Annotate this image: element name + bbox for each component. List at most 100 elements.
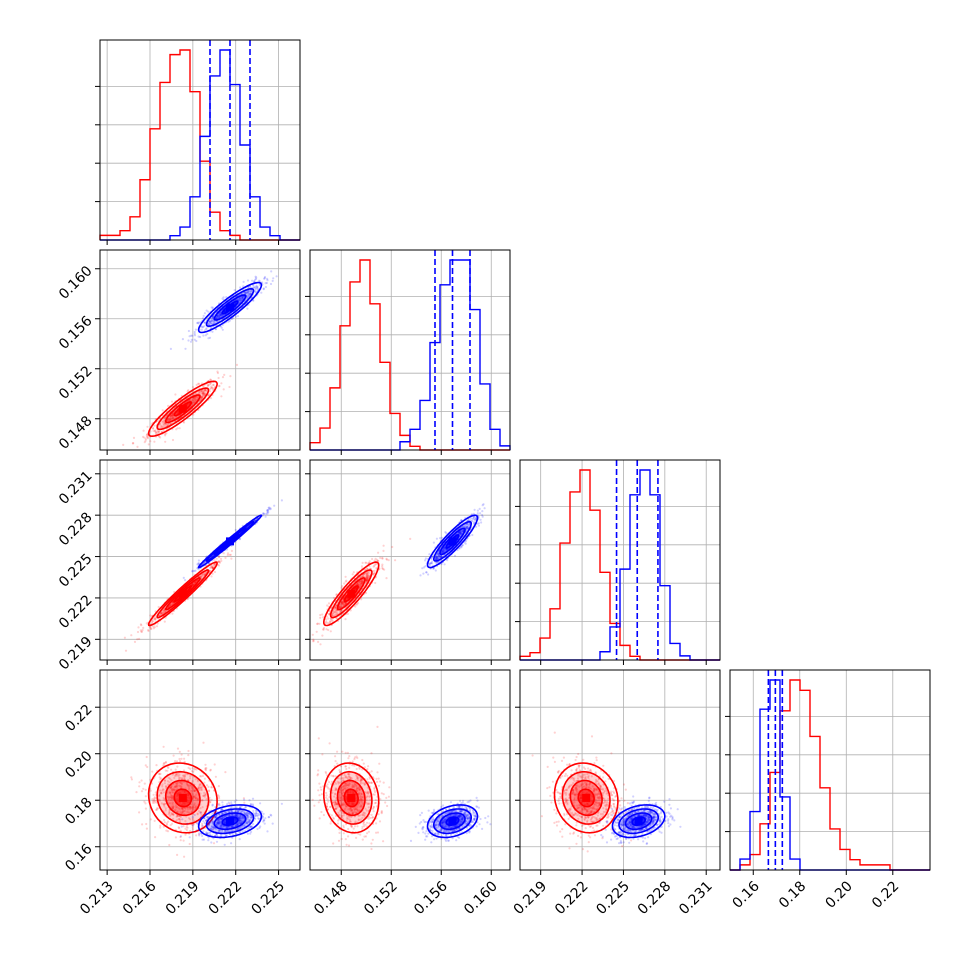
scatter-point	[385, 577, 388, 580]
scatter-point	[218, 384, 221, 387]
scatter-point	[375, 558, 379, 562]
scatter-point	[204, 763, 207, 766]
scatter-point	[203, 388, 207, 391]
scatter-point	[346, 612, 349, 616]
scatter-point	[166, 830, 170, 833]
scatter-point	[124, 649, 128, 652]
scatter-point	[198, 382, 201, 385]
scatter-point	[312, 640, 315, 643]
scatter-point	[228, 385, 231, 389]
scatter-point	[325, 628, 328, 631]
scatter-point	[201, 317, 205, 320]
scatter-point	[193, 397, 197, 400]
scatter-point	[162, 429, 165, 432]
scatter-point	[152, 427, 155, 430]
scatter-point	[162, 762, 165, 765]
scatter-point	[478, 507, 481, 510]
scatter-point	[130, 778, 133, 781]
scatter-point	[186, 390, 189, 393]
scatter-point	[255, 277, 258, 280]
scatter-point	[344, 575, 347, 578]
scatter-point	[322, 628, 325, 631]
scatter-point	[146, 437, 150, 440]
scatter-point	[164, 440, 167, 443]
scatter-point	[131, 442, 134, 445]
scatter-point	[209, 768, 212, 771]
scatter-point	[220, 382, 223, 385]
density-peak-red-2-1	[347, 589, 356, 598]
scatter-point	[171, 412, 174, 415]
scatter-point	[315, 630, 318, 633]
scatter-point	[280, 499, 283, 502]
scatter-point	[344, 580, 347, 583]
scatter-point	[319, 643, 322, 646]
scatter-point	[150, 627, 153, 631]
scatter-point	[262, 288, 265, 291]
scatter-point	[192, 398, 195, 401]
scatter-point	[242, 280, 245, 283]
scatter-point	[175, 760, 179, 763]
grid-1-0	[100, 250, 300, 450]
scatter-point	[351, 573, 354, 576]
scatter-point	[479, 512, 482, 515]
scatter-point	[179, 760, 182, 763]
scatter-point	[382, 549, 385, 553]
scatter-point	[354, 605, 357, 608]
scatter-point	[421, 567, 424, 570]
scatter-point	[166, 423, 169, 426]
scatter-point	[205, 767, 208, 770]
scatter-point	[171, 414, 174, 417]
scatter-point	[147, 443, 150, 446]
scatter-point	[166, 419, 169, 422]
scatter-point	[169, 418, 172, 421]
scatter-point	[217, 376, 220, 380]
scatter-point	[153, 430, 156, 433]
scatter-point	[218, 385, 221, 388]
scatter-point	[202, 395, 205, 398]
scatter-point	[368, 560, 371, 563]
scatter-point	[208, 336, 212, 339]
scatter-point	[321, 634, 324, 637]
scatter-point	[198, 391, 201, 394]
histogram-red-p2	[519, 469, 720, 661]
scatter-point	[191, 570, 194, 573]
scatter-point	[162, 745, 165, 748]
scatter-point	[145, 827, 148, 830]
scatter-point	[143, 441, 146, 444]
scatter-point	[374, 581, 377, 585]
scatter-point	[138, 781, 141, 784]
scatter-point	[182, 576, 185, 580]
scatter-point	[184, 833, 187, 836]
scatter-point	[136, 630, 140, 634]
scatter-point	[165, 432, 168, 435]
scatter-point	[181, 338, 184, 341]
scatter-point	[212, 383, 215, 387]
scatter-point	[382, 544, 385, 547]
scatter-point	[483, 507, 486, 510]
scatter-point	[427, 573, 430, 576]
scatter-point	[209, 378, 212, 381]
scatter-point	[327, 602, 331, 605]
scatter-point	[206, 383, 209, 387]
scatter-point	[169, 415, 172, 418]
grid-2-0	[100, 460, 300, 660]
scatter-point	[262, 512, 265, 515]
scatter-point	[365, 561, 368, 564]
scatter-point	[178, 750, 181, 754]
scatter-point	[159, 826, 162, 829]
scatter-point	[234, 528, 237, 532]
density-peak-red-1-0	[178, 404, 187, 413]
scatter-point	[194, 328, 197, 331]
scatter-point	[193, 399, 196, 402]
scatter-point	[137, 626, 140, 629]
scatter-point	[140, 779, 143, 782]
scatter-point	[230, 549, 233, 553]
grid-0-0	[100, 40, 300, 240]
scatter-point	[425, 571, 428, 574]
scatter-point	[158, 435, 161, 438]
scatter-point	[480, 521, 483, 524]
scatter-point	[149, 440, 152, 443]
scatter-point	[209, 386, 212, 389]
scatter-point	[168, 418, 172, 421]
scatter-point	[344, 618, 347, 621]
